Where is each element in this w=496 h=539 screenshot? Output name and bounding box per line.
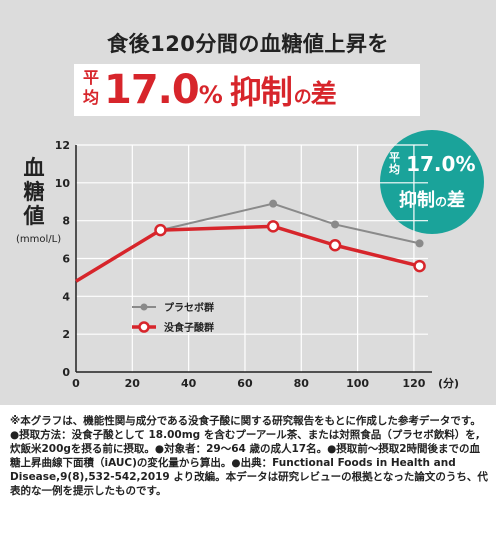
banner-diff: 差	[310, 80, 337, 110]
y-tick-label: 2	[62, 328, 70, 341]
banner-main-text: 17.0% 抑制 の差	[104, 66, 337, 122]
data-point	[269, 199, 278, 208]
badge-value: 17.0%	[406, 152, 476, 176]
x-tick-label: 0	[72, 377, 80, 390]
series-line	[75, 224, 420, 283]
y-axis-label: 血糖値	[23, 156, 45, 228]
y-tick-label: 8	[62, 215, 70, 228]
x-tick-label: 120	[402, 377, 425, 390]
legend-label: 没食子酸群	[164, 321, 214, 334]
x-axis-unit: (分)	[438, 376, 459, 390]
banner-word: 抑制	[229, 73, 293, 111]
badge-no: の	[434, 195, 447, 209]
data-point	[413, 259, 426, 273]
chart-grid	[76, 144, 428, 372]
headline: 食後120分間の血糖値上昇を	[107, 32, 389, 56]
x-tick-label: 60	[237, 377, 253, 390]
data-point	[154, 223, 167, 237]
y-tick-label: 4	[62, 290, 70, 303]
x-tick-label: 100	[346, 377, 369, 390]
x-tick-label: 40	[181, 377, 197, 390]
legend-label: プラセボ群	[164, 301, 214, 314]
data-point	[328, 239, 342, 252]
data-point	[415, 239, 424, 248]
data-point	[266, 220, 280, 233]
legend-swatch-marker	[140, 303, 148, 311]
banner-value: 17.0	[104, 67, 200, 113]
reduction-banner: 平均 17.0% 抑制 の差	[74, 64, 420, 116]
badge-word: 抑制	[398, 190, 435, 211]
y-axis-unit: (mmol/L)	[16, 234, 62, 245]
legend-swatch-marker	[138, 321, 150, 333]
badge-average-label: 平均	[389, 151, 401, 176]
y-tick-label: 0	[62, 366, 70, 379]
series-line	[75, 202, 420, 283]
chart-series	[75, 199, 426, 283]
badge-diff: 差	[447, 190, 465, 211]
y-tick-label: 6	[62, 253, 70, 266]
banner-percent: %	[198, 81, 223, 109]
banner-average-label: 平均	[82, 68, 99, 107]
y-tick-label: 10	[55, 177, 71, 190]
banner-no: の	[293, 87, 312, 108]
chart-axes	[75, 145, 432, 373]
y-tick-label: 12	[55, 139, 70, 152]
footnote: ※本グラフは、機能性関与成分である没食子酸に関する研究報告をもとに作成した参考デ…	[10, 415, 488, 497]
data-point	[331, 220, 340, 229]
reduction-badge: 平均 17.0% 抑制の差	[380, 130, 484, 234]
x-tick-label: 20	[125, 377, 141, 390]
badge-line-2: 抑制の差	[380, 186, 484, 212]
badge-line-1: 平均 17.0%	[380, 151, 484, 177]
x-tick-label: 80	[294, 377, 310, 390]
